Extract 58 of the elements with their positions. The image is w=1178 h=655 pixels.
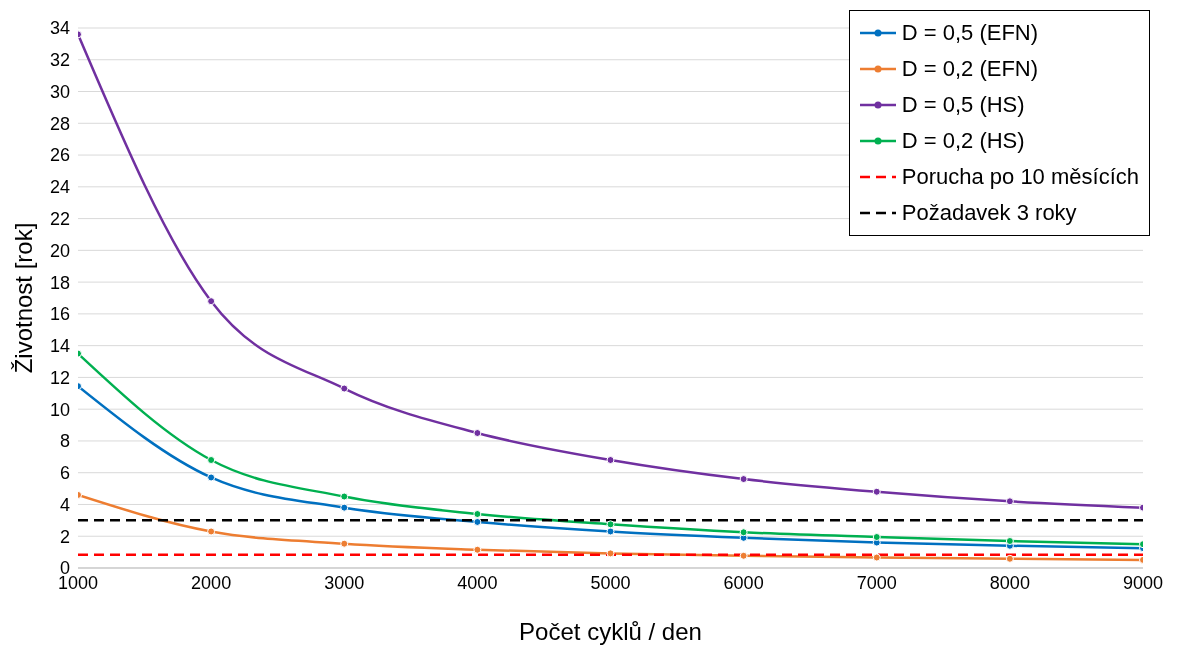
y-tick-label: 4 bbox=[59, 494, 70, 515]
point bbox=[340, 492, 349, 501]
legend-label: Požadavek 3 roky bbox=[901, 199, 1077, 227]
y-tick-label: 14 bbox=[49, 336, 70, 357]
point bbox=[606, 527, 615, 536]
x-tick-label: 9000 bbox=[1122, 572, 1164, 593]
point bbox=[340, 539, 349, 548]
y-tick-label: 34 bbox=[49, 18, 70, 39]
y-tick-label: 10 bbox=[49, 399, 70, 420]
x-tick-label: 5000 bbox=[590, 572, 631, 593]
y-tick-label: 24 bbox=[49, 177, 70, 198]
point bbox=[606, 549, 615, 558]
point bbox=[872, 487, 881, 496]
point bbox=[1005, 537, 1014, 545]
point bbox=[1005, 554, 1014, 563]
point bbox=[606, 456, 615, 464]
y-tick-label: 6 bbox=[59, 463, 70, 484]
y-tick-label: 28 bbox=[49, 113, 70, 134]
x-tick-label: 7000 bbox=[856, 572, 897, 593]
x-tick-label: 4000 bbox=[457, 572, 498, 593]
legend-label: D = 0,2 (EFN) bbox=[901, 55, 1039, 83]
y-tick-label: 26 bbox=[49, 145, 70, 166]
x-tick-label: 3000 bbox=[324, 572, 365, 593]
y-tick-label: 16 bbox=[49, 304, 70, 325]
y-tick-label: 30 bbox=[49, 81, 70, 102]
legend-label: D = 0,5 (HS) bbox=[901, 91, 1025, 119]
point bbox=[473, 429, 482, 437]
y-tick-label: 32 bbox=[49, 50, 70, 71]
y-tick-label: 18 bbox=[49, 272, 70, 293]
x-tick-label: 6000 bbox=[723, 572, 764, 593]
point bbox=[739, 475, 748, 484]
y-axis-title: Životnost [rok] bbox=[9, 222, 37, 374]
point bbox=[207, 473, 216, 482]
y-tick-label: 8 bbox=[59, 431, 70, 452]
x-tick-label: 2000 bbox=[191, 572, 232, 593]
point bbox=[340, 384, 349, 393]
point bbox=[739, 528, 748, 537]
y-tick-label: 2 bbox=[59, 526, 70, 547]
point bbox=[340, 503, 349, 512]
point bbox=[207, 527, 216, 536]
point bbox=[473, 510, 482, 518]
y-tick-label: 22 bbox=[49, 208, 70, 229]
legend-label: Porucha po 10 měsících bbox=[901, 163, 1139, 191]
point bbox=[473, 545, 482, 554]
point bbox=[207, 456, 216, 464]
point bbox=[1005, 497, 1014, 506]
x-axis-title: Počet cyklů / den bbox=[519, 618, 702, 645]
point bbox=[739, 551, 748, 560]
legend-label: D = 0,2 (HS) bbox=[901, 127, 1025, 155]
point bbox=[606, 520, 615, 529]
legend-label: D = 0,5 (EFN) bbox=[901, 19, 1039, 47]
point bbox=[473, 517, 482, 526]
point bbox=[872, 553, 881, 562]
y-tick-label: 12 bbox=[49, 367, 70, 388]
x-tick-label: 8000 bbox=[989, 572, 1030, 593]
point bbox=[872, 533, 881, 542]
y-tick-label: 20 bbox=[49, 240, 70, 261]
point bbox=[207, 297, 216, 306]
